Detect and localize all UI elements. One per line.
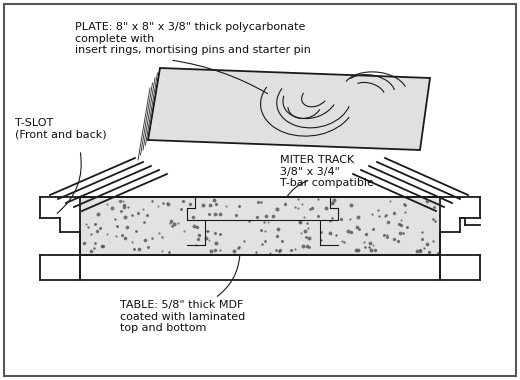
Polygon shape — [148, 68, 430, 150]
Text: MITER TRACK
3/8" x 3/4"
T-bar compatible: MITER TRACK 3/8" x 3/4" T-bar compatible — [280, 155, 374, 188]
Text: TABLE: 5/8" thick MDF
coated with laminated
top and bottom: TABLE: 5/8" thick MDF coated with lamina… — [120, 300, 245, 333]
Text: T-SLOT
(Front and back): T-SLOT (Front and back) — [15, 118, 107, 139]
Bar — [80, 197, 440, 255]
Text: PLATE: 8" x 8" x 3/8" thick polycarbonate
complete with
insert rings, mortising : PLATE: 8" x 8" x 3/8" thick polycarbonat… — [75, 22, 311, 55]
